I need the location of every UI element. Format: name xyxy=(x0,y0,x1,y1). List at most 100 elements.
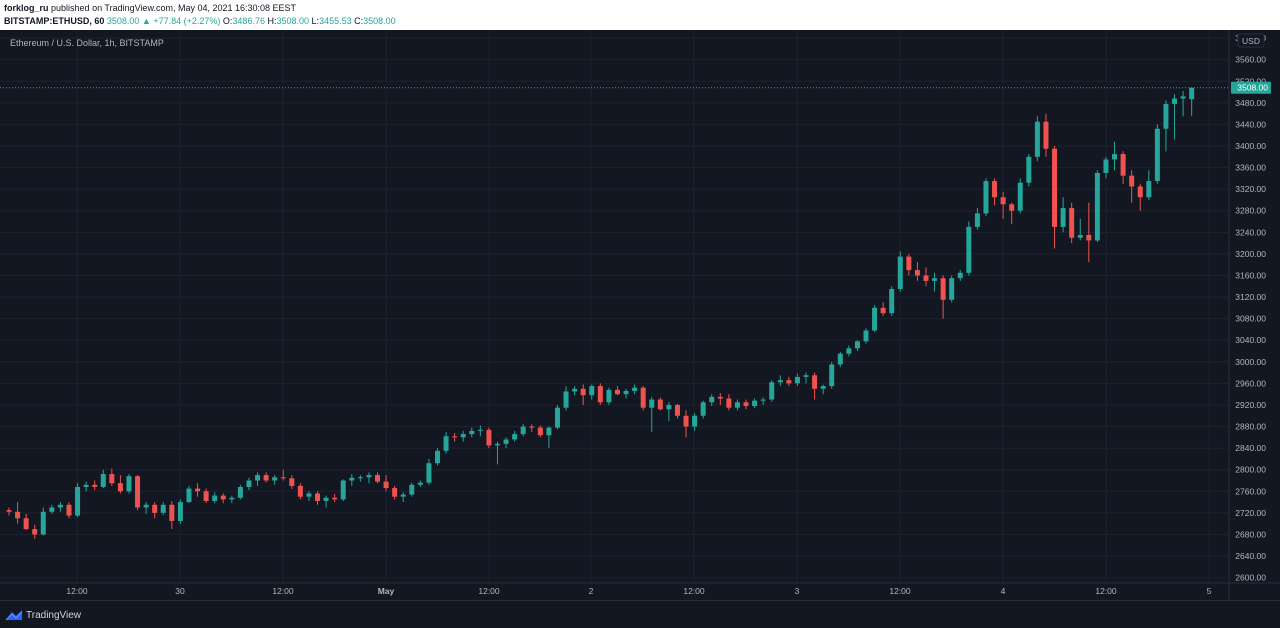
candle-body xyxy=(872,307,878,331)
candle-body xyxy=(100,474,106,487)
close-value: 3508.00 xyxy=(363,16,396,26)
y-tick-label: 3400.00 xyxy=(1235,141,1266,151)
candle-body xyxy=(186,488,192,503)
candle-body xyxy=(15,511,21,519)
candle-body xyxy=(880,307,886,314)
candle-body xyxy=(777,380,783,383)
y-tick-label: 2920.00 xyxy=(1235,400,1266,410)
candle-body xyxy=(375,475,381,482)
candle-body xyxy=(546,427,552,436)
candle-body xyxy=(992,181,998,198)
candle-body xyxy=(280,477,286,479)
candle-body xyxy=(460,434,466,438)
candle-body xyxy=(117,483,123,492)
candle-body xyxy=(597,386,603,403)
candle-body xyxy=(889,288,895,314)
candle-body xyxy=(1017,182,1023,211)
footer: TradingView xyxy=(0,600,1280,628)
candle-body xyxy=(914,270,920,276)
last-price: 3508.00 xyxy=(106,16,140,26)
candle-body xyxy=(700,402,706,416)
candle-body xyxy=(417,482,423,485)
y-tick-label: 3520.00 xyxy=(1235,76,1266,86)
candle-body xyxy=(683,415,689,427)
chart-pane[interactable] xyxy=(0,30,1280,600)
candle-body xyxy=(49,507,55,512)
publisher-name[interactable]: forklog_ru xyxy=(4,3,49,13)
y-tick-label: 3080.00 xyxy=(1235,314,1266,324)
candle-body xyxy=(435,450,440,464)
candle-body xyxy=(854,341,860,349)
candle-body xyxy=(109,474,115,484)
y-tick-label: 3200.00 xyxy=(1235,249,1266,259)
candle-body xyxy=(589,386,595,396)
candle-body xyxy=(760,399,766,401)
candle-body xyxy=(957,272,963,279)
y-tick-label: 3000.00 xyxy=(1235,357,1266,367)
candlestick-chart[interactable]: 2600.00 2640.00 2680.00 2720.00 2760.00 2800.… xyxy=(0,0,1280,600)
candle-body xyxy=(23,518,29,530)
candle-body xyxy=(966,226,972,273)
candle-body xyxy=(486,429,492,446)
x-tick-label: 30 xyxy=(175,586,185,596)
candle-body xyxy=(923,275,929,281)
close-label: C: xyxy=(354,16,364,26)
y-tick-label: 2720.00 xyxy=(1235,508,1266,518)
candle-body xyxy=(195,488,201,492)
candle-body xyxy=(297,485,303,497)
tradingview-brand[interactable]: TradingView xyxy=(5,609,81,621)
candle-body xyxy=(57,504,63,508)
y-tick-label: 3280.00 xyxy=(1235,206,1266,216)
candle-body xyxy=(426,463,432,483)
candle-body xyxy=(674,404,680,416)
candle-body xyxy=(734,402,740,408)
candle-body xyxy=(897,256,903,289)
high-label: H: xyxy=(267,16,277,26)
y-tick-label: 3240.00 xyxy=(1235,227,1266,237)
candle-body xyxy=(949,278,955,300)
candle-body xyxy=(572,388,578,392)
candle-body xyxy=(1120,154,1126,176)
candle-body xyxy=(640,387,646,408)
candle-body xyxy=(786,380,792,384)
candle-body xyxy=(272,477,278,481)
y-tick-label: 2680.00 xyxy=(1235,529,1266,539)
symbol-line: BITSTAMP:ETHUSD, 60 3508.00 ▲ +77.84 (+2… xyxy=(4,16,396,26)
y-tick-label: 2840.00 xyxy=(1235,443,1266,453)
candle-body xyxy=(743,402,749,407)
candle-body xyxy=(563,391,569,408)
candle-body xyxy=(529,426,535,428)
candle-body xyxy=(837,353,843,365)
x-tick-label: 12:00 xyxy=(1095,586,1117,596)
candle-body xyxy=(983,181,989,214)
x-tick-label: 4 xyxy=(1001,586,1006,596)
candle-body xyxy=(212,495,218,501)
candle-body xyxy=(357,477,363,479)
chart-legend: Ethereum / U.S. Dollar, 1h, BITSTAMP xyxy=(10,38,164,48)
candle-body xyxy=(1094,172,1100,241)
candle-body xyxy=(1189,87,1195,100)
candle-body xyxy=(40,511,46,535)
candle-body xyxy=(1000,197,1006,205)
candle-body xyxy=(220,495,226,500)
candle-body xyxy=(409,484,415,495)
x-tick-label: 5 xyxy=(1207,586,1212,596)
x-tick-label: 12:00 xyxy=(66,586,88,596)
y-tick-label: 2960.00 xyxy=(1235,378,1266,388)
last-price-label: 3508.00 xyxy=(1237,83,1268,93)
candle-body xyxy=(692,415,698,427)
price-change: ▲ +77.84 (+2.27%) xyxy=(141,16,221,26)
candle-body xyxy=(177,502,183,521)
candle-body xyxy=(263,475,269,481)
low-label: L: xyxy=(311,16,320,26)
candle-body xyxy=(512,434,518,440)
candle-body xyxy=(820,386,826,389)
x-tick-label: 3 xyxy=(795,586,800,596)
y-tick-label: 2760.00 xyxy=(1235,486,1266,496)
candle-body xyxy=(1043,121,1049,149)
candle-body xyxy=(349,477,355,481)
candle-body xyxy=(383,481,389,489)
candle-body xyxy=(606,389,612,403)
x-tick-label: 2 xyxy=(589,586,594,596)
candle-body xyxy=(66,504,72,516)
